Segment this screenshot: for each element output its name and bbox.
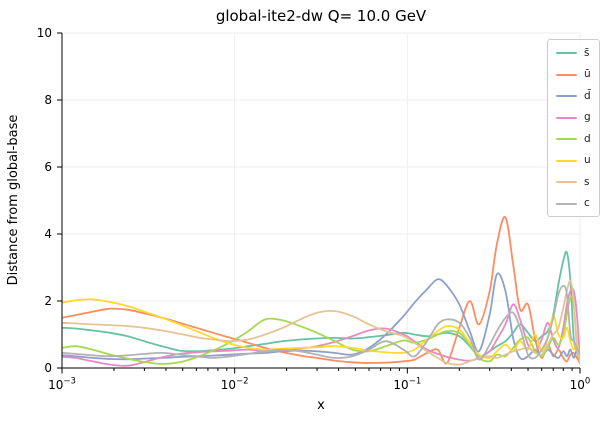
legend-swatch-d [556, 138, 577, 140]
x-tick-label: 10−3 [48, 377, 76, 393]
legend-item-s: s [556, 176, 591, 188]
legend: s̄ ū d̄ g d u s c [547, 39, 600, 217]
axes-spines [61, 33, 580, 369]
y-tick-label: 2 [44, 294, 52, 308]
x-tick-label: 10−1 [393, 377, 421, 393]
y-tick-label: 10 [37, 26, 52, 40]
legend-item-u: u [556, 155, 591, 167]
legend-label-dbar: d̄ [584, 89, 591, 102]
y-tick-label: 6 [44, 160, 52, 174]
legend-item-c: c [556, 198, 591, 210]
legend-swatch-g [556, 116, 577, 119]
tick-labels: 0 2 4 6 8 10 10−3 10−2 10−1 100 [37, 26, 591, 392]
series-line-ubar [62, 216, 580, 365]
legend-swatch-sbar [556, 52, 577, 54]
legend-label-g: g [584, 111, 591, 124]
x-axis-label: x [317, 398, 325, 413]
legend-swatch-ubar [556, 73, 577, 76]
y-tick-label: 0 [44, 361, 52, 375]
legend-label-s: s [584, 175, 590, 188]
legend-label-ubar: ū [584, 68, 591, 81]
series-line-u [62, 298, 580, 363]
axis-ticks [57, 32, 581, 374]
chart-title: global-ite2-dw Q= 10.0 GeV [215, 7, 427, 25]
legend-label-u: u [584, 154, 591, 167]
x-tick-label: 100 [570, 377, 591, 393]
legend-item-ubar: ū [556, 69, 591, 81]
gridlines [62, 32, 581, 368]
legend-swatch-c [556, 202, 577, 205]
y-tick-label: 8 [44, 93, 52, 107]
x-tick-label: 10−2 [221, 377, 249, 393]
y-tick-label: 4 [44, 227, 52, 241]
legend-swatch-u [556, 159, 577, 162]
legend-label-c: c [584, 197, 590, 210]
legend-item-g: g [556, 112, 591, 124]
legend-swatch-dbar [556, 95, 577, 97]
series-line-s [62, 279, 580, 366]
series-line-dbar [62, 272, 580, 361]
legend-item-dbar: d̄ [556, 90, 591, 102]
legend-label-sbar: s̄ [584, 46, 590, 59]
series-line-g [62, 287, 580, 367]
legend-item-d: d [556, 133, 591, 145]
y-axis-label: Distance from global-base [6, 114, 21, 286]
series-lines [62, 216, 580, 367]
legend-label-d: d [584, 132, 591, 145]
series-line-c [62, 285, 580, 361]
legend-item-sbar: s̄ [556, 47, 591, 59]
legend-swatch-s [556, 181, 577, 183]
